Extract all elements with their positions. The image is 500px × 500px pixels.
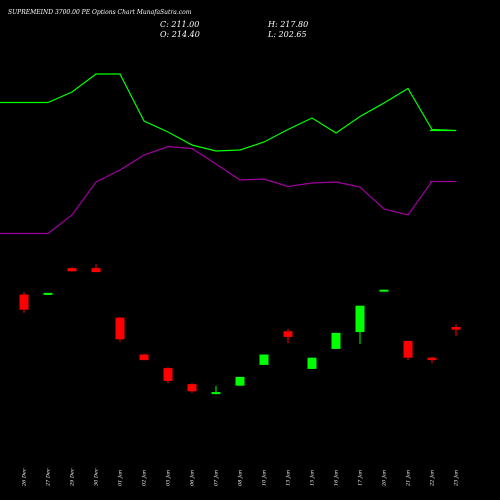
x-tick-label: 26 Dec: [22, 468, 28, 487]
candle-body: [235, 376, 245, 386]
candle-body: [283, 331, 293, 337]
close-value: C: 211.00: [160, 20, 200, 29]
x-tick-label: 13 Jan: [286, 470, 292, 486]
x-tick-label: 02 Jan: [142, 470, 148, 486]
x-tick-label: 20 Jan: [382, 470, 388, 487]
candle-body: [67, 268, 77, 272]
x-tick-label: 21 Jan: [406, 470, 412, 487]
x-tick-label: 08 Jan: [238, 470, 244, 486]
candle-body: [43, 292, 53, 295]
x-tick-label: 30 Dec: [94, 468, 100, 486]
open-value: O: 214.40: [160, 30, 200, 39]
series-line-purple: [0, 145, 456, 235]
candle-body: [451, 326, 461, 330]
candle-body: [211, 392, 221, 395]
candle-body: [19, 294, 29, 310]
x-tick-label: 17 Jan: [358, 470, 364, 486]
candle-body: [91, 268, 101, 273]
x-tick-label: 16 Jan: [334, 470, 340, 486]
x-tick-label: 06 Jan: [190, 470, 196, 486]
candle-body: [115, 317, 125, 340]
candle-body: [355, 305, 365, 333]
x-tick-label: 15 Jan: [310, 470, 316, 486]
series-line-green: [0, 73, 457, 152]
candle-body: [187, 384, 197, 392]
x-tick-label: 07 Jan: [214, 470, 220, 486]
low-value: L: 202.65: [268, 30, 307, 39]
high-value: H: 217.80: [268, 20, 309, 29]
candle-body: [259, 354, 269, 365]
candle-body: [403, 340, 413, 358]
x-tick-label: 22 Jan: [430, 470, 436, 487]
candle-body: [427, 357, 437, 361]
x-tick-label: 27 Dec: [46, 468, 52, 487]
candle-body: [139, 354, 149, 361]
x-tick-label: 29 Dec: [70, 468, 76, 487]
chart-title: SUPREMEIND 3700.00 PE Options Chart Muna…: [8, 9, 192, 16]
candle-body: [307, 357, 317, 369]
x-tick-label: 10 Jan: [262, 470, 268, 486]
candle-body: [379, 289, 389, 292]
candle-body: [163, 368, 173, 381]
x-tick-label: 01 Jan: [118, 470, 124, 486]
x-tick-label: 23 Jan: [454, 470, 460, 487]
x-tick-label: 03 Jan: [166, 470, 172, 486]
candle-body: [331, 332, 341, 349]
